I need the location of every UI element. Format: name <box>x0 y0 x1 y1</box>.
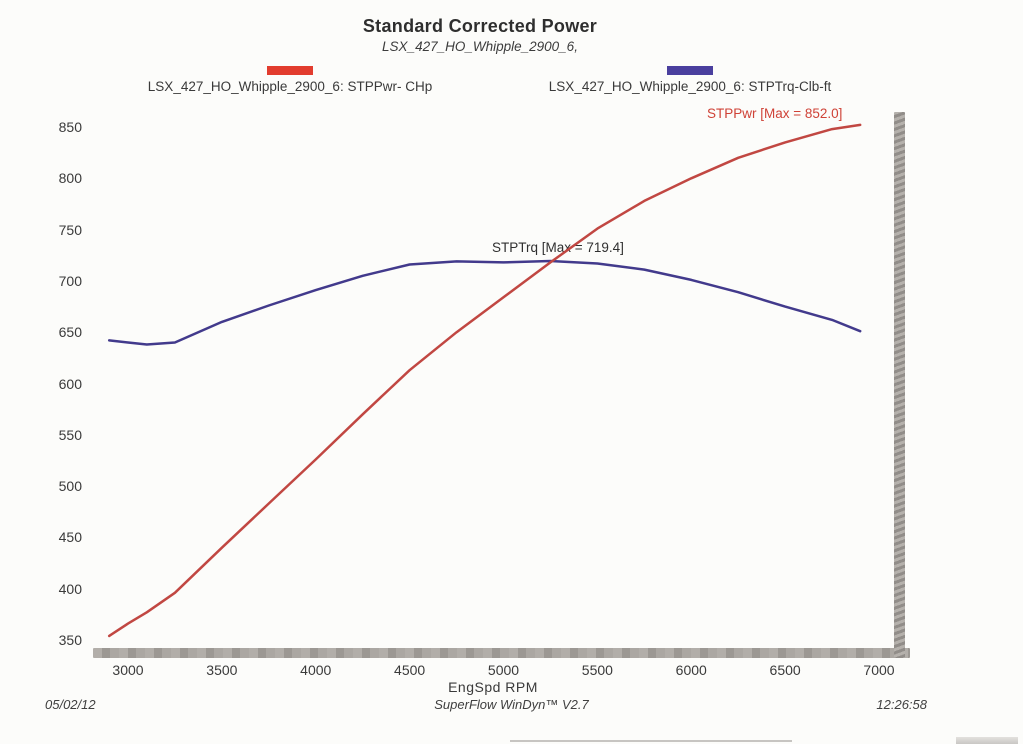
page-title: Standard Corrected Power <box>362 16 598 36</box>
x-tick-label: 3000 <box>112 662 144 678</box>
y-tick-label: 400 <box>58 580 82 597</box>
power-max-annotation: STPPwr [Max = 852.0] <box>707 106 843 121</box>
y-tick-label: 600 <box>58 375 82 392</box>
y-tick-label: 750 <box>58 221 82 238</box>
torque-legend-swatch <box>667 66 713 75</box>
x-axis-bar <box>93 648 910 658</box>
x-tick-label: 5500 <box>581 662 613 678</box>
y-tick-label: 700 <box>58 272 82 289</box>
legend-entry-power: LSX_427_HO_Whipple_2900_6: STPPwr- CHp <box>120 66 460 94</box>
x-tick-label: 6000 <box>675 662 707 678</box>
torque-legend-label: LSX_427_HO_Whipple_2900_6: STPTrq-Clb-ft <box>548 79 832 94</box>
y-tick-label: 800 <box>58 170 82 187</box>
torque-max-annotation: STPTrq [Max = 719.4] <box>492 240 624 255</box>
y-tick-label: 650 <box>58 324 82 341</box>
footer-time: 12:26:58 <box>876 697 927 712</box>
x-tick-label: 6500 <box>769 662 801 678</box>
footer-software: SuperFlow WinDyn™ V2.7 <box>434 697 589 712</box>
x-tick-label: 7000 <box>863 662 895 678</box>
x-tick-label: 4500 <box>394 662 426 678</box>
x-axis-label: EngSpd RPM <box>448 679 538 695</box>
power-legend-label: LSX_427_HO_Whipple_2900_6: STPPwr- CHp <box>147 79 433 94</box>
y-tick-label: 550 <box>58 426 82 443</box>
right-axis-bar <box>894 112 905 658</box>
scan-artifact-corner <box>956 737 1018 744</box>
y-tick-label: 500 <box>58 478 82 495</box>
legend-entry-torque: LSX_427_HO_Whipple_2900_6: STPTrq-Clb-ft <box>520 66 860 94</box>
y-tick-label: 850 <box>58 119 82 135</box>
page-subtitle: LSX_427_HO_Whipple_2900_6, <box>382 39 578 54</box>
y-tick-label: 450 <box>58 529 82 546</box>
power-legend-swatch <box>267 66 313 75</box>
footer-date: 05/02/12 <box>45 697 96 712</box>
title-block: Standard Corrected Power LSX_427_HO_Whip… <box>0 16 960 54</box>
x-tick-label: 4000 <box>300 662 332 678</box>
y-tick-label: 350 <box>58 632 82 648</box>
x-tick-label: 5000 <box>487 662 520 678</box>
x-tick-label: 3500 <box>206 662 238 678</box>
scan-artifact-line <box>510 740 792 742</box>
